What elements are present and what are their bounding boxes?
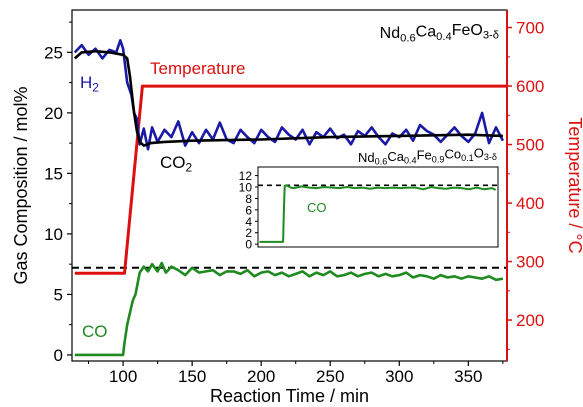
inset-series-co-line — [259, 184, 497, 243]
x-axis-label: Reaction Time / min — [210, 386, 369, 406]
y-tick-label: 20 — [44, 104, 63, 123]
series-co-line — [74, 261, 504, 357]
y2-tick-label: 500 — [516, 136, 544, 155]
y2-tick-label: 600 — [516, 77, 544, 96]
series-label-co2-part: CO — [160, 153, 186, 172]
inset-title-part: Co — [444, 146, 461, 161]
chart-title-part: 0.4 — [436, 31, 452, 43]
inset-series-label-co: CO — [307, 200, 327, 215]
inset-y-tick-label: 12 — [239, 169, 253, 183]
y-axis-label: Gas Composition / mol% — [11, 86, 31, 284]
chart-title-part: FeO — [452, 22, 483, 39]
series-co2-line — [73, 49, 503, 147]
inset-y-tick-label: 6 — [245, 203, 252, 217]
series-label-temperature: Temperature — [150, 59, 245, 78]
chart-title-part: Ca — [416, 24, 437, 41]
y2-tick-label: 300 — [516, 253, 544, 272]
inset-title-part: 0.1 — [461, 153, 474, 163]
inset-title: Nd0.6Ca0.4Fe0.9Co0.1O3-δ — [358, 145, 497, 166]
series-label-temperature-part: Temperature — [150, 59, 245, 78]
series-label-co2-part: 2 — [186, 161, 193, 175]
chart-title-part: Nd — [380, 25, 400, 42]
x-tick-label: 100 — [109, 367, 137, 386]
y-tick-label: 25 — [44, 43, 63, 62]
y2-tick-label: 400 — [516, 194, 544, 213]
inset-title-part: 3-δ — [484, 152, 497, 162]
inset-title-part: 0.4 — [404, 156, 417, 166]
x-tick-label: 350 — [454, 367, 482, 386]
inset-title-part: Ca — [387, 149, 404, 164]
inset-frame — [257, 166, 499, 248]
inset-y-tick-label: 8 — [245, 192, 252, 206]
series-label-co: CO — [82, 322, 108, 341]
y-tick-label: 15 — [44, 164, 63, 183]
inset-title-part: Nd — [358, 150, 375, 165]
y-tick-label: 5 — [54, 285, 63, 304]
inset-series-label-co-part: CO — [307, 200, 327, 215]
chart-title: Nd0.6Ca0.4FeO3-δ — [380, 22, 499, 44]
inset-title-part: 0.6 — [375, 157, 388, 167]
inset-y-tick-label: 4 — [245, 215, 252, 229]
x-tick-label: 300 — [385, 367, 413, 386]
x-tick-label: 150 — [178, 367, 206, 386]
inset-title-part: Fe — [417, 148, 432, 163]
y-tick-label: 0 — [54, 346, 63, 365]
x-tick-label: 250 — [316, 367, 344, 386]
series-label-co-part: CO — [82, 322, 108, 341]
chart-title-part: 3-δ — [483, 29, 499, 41]
series-label-h2: H2 — [80, 73, 99, 95]
y2-tick-label: 700 — [516, 19, 544, 38]
y2-tick-label: 200 — [516, 311, 544, 330]
inset-y-tick-label: 2 — [245, 226, 252, 240]
series-label-h2-part: 2 — [92, 81, 99, 95]
x-tick-label: 200 — [247, 367, 275, 386]
chart-title-part: 0.6 — [400, 32, 416, 44]
y-tick-label: 10 — [44, 225, 63, 244]
series-h2-line — [73, 38, 505, 151]
inset-y-tick-label: 10 — [239, 181, 253, 195]
series-temperature-line — [74, 84, 507, 275]
series-label-h2-part: H — [80, 73, 92, 92]
inset-title-part: O — [474, 145, 484, 160]
inset-y-tick-label: 0 — [245, 238, 252, 252]
y2-axis-label: Temperature / °C — [565, 117, 583, 253]
series-label-co2: CO2 — [160, 153, 193, 175]
inset-title-part: 0.9 — [432, 154, 445, 164]
